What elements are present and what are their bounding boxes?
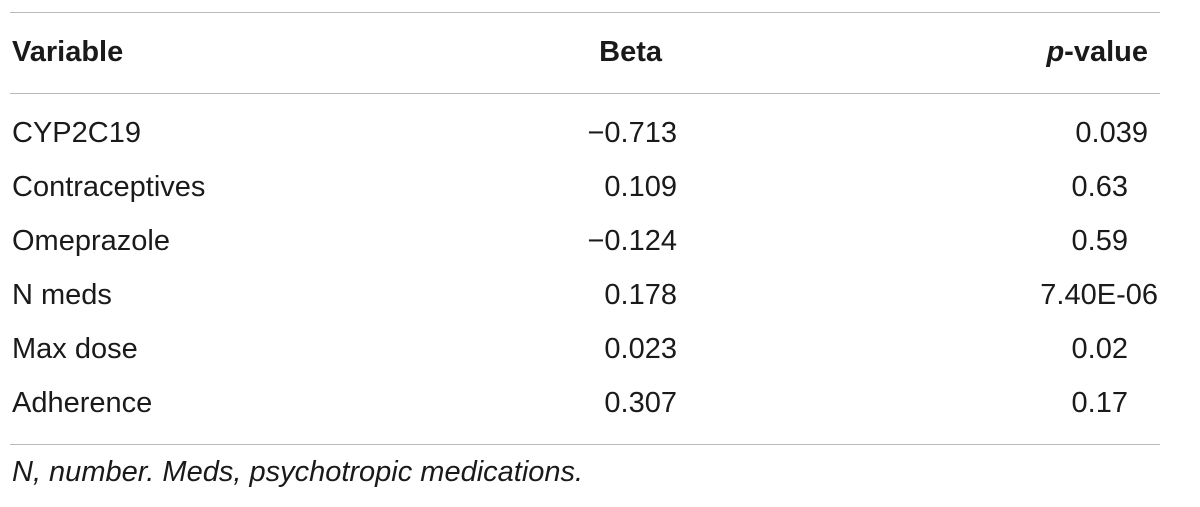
row-beta: 0.307 [604,387,677,419]
header-pvalue: p-value [1046,35,1148,69]
row-variable: Max dose [12,333,138,365]
row-beta: −0.713 [587,117,677,149]
row-beta: 0.023 [604,333,677,365]
row-variable: Adherence [12,387,153,419]
row-variable: CYP2C19 [12,117,141,149]
table-footnote: N, number. Meds, psychotropic medication… [12,456,584,488]
row-beta: 0.178 [604,279,677,311]
row-pvalue: 0.02 [1071,333,1128,365]
row-variable: Contraceptives [12,171,206,203]
row-beta: −0.124 [587,225,677,257]
row-pvalue: 7.40E-06 [1040,279,1158,311]
row-variable: N meds [12,279,112,311]
header-pvalue-italic: p [1046,36,1065,68]
table-top-rule [10,12,1160,13]
table-bottom-rule [10,444,1160,445]
row-variable: Omeprazole [12,225,170,257]
table-header-rule [10,93,1160,94]
header-pvalue-rest: -value [1064,36,1148,68]
row-pvalue: 0.17 [1071,387,1128,419]
row-beta: 0.109 [604,171,677,203]
row-pvalue: 0.039 [1075,117,1148,149]
row-pvalue: 0.59 [1071,225,1128,257]
header-beta: Beta [599,36,662,68]
header-variable: Variable [12,36,124,68]
row-pvalue: 0.63 [1071,171,1128,203]
